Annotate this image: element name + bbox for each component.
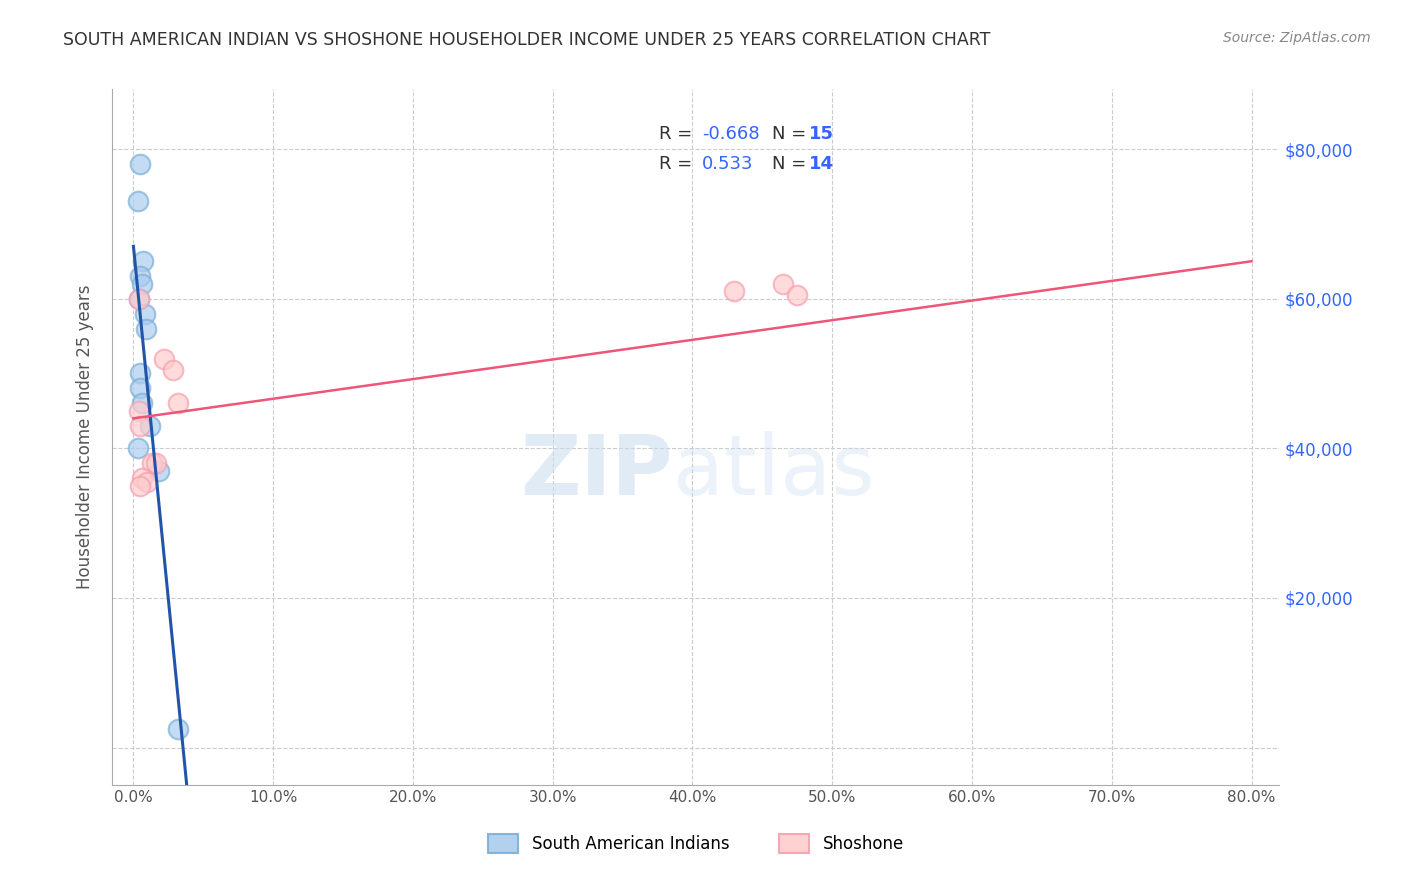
Point xyxy=(162,363,184,377)
Point xyxy=(141,456,163,470)
Point xyxy=(134,307,156,321)
Point xyxy=(128,292,150,306)
Point xyxy=(131,277,153,291)
Point xyxy=(153,351,176,366)
Point xyxy=(167,396,190,410)
Point xyxy=(132,254,155,268)
Point xyxy=(129,418,152,433)
Y-axis label: Householder Income Under 25 years: Householder Income Under 25 years xyxy=(76,285,94,590)
Text: R =: R = xyxy=(658,126,697,144)
Point xyxy=(135,321,157,335)
Point xyxy=(127,442,149,456)
Point xyxy=(167,722,190,736)
Text: 0.533: 0.533 xyxy=(702,155,754,173)
Point xyxy=(723,284,745,298)
Point xyxy=(129,381,152,395)
Point xyxy=(128,292,150,306)
Point xyxy=(772,277,794,291)
Text: R =: R = xyxy=(658,155,697,173)
Point xyxy=(131,396,153,410)
Text: N =: N = xyxy=(772,126,811,144)
Text: 15: 15 xyxy=(810,126,834,144)
Point xyxy=(139,418,162,433)
Text: SOUTH AMERICAN INDIAN VS SHOSHONE HOUSEHOLDER INCOME UNDER 25 YEARS CORRELATION : SOUTH AMERICAN INDIAN VS SHOSHONE HOUSEH… xyxy=(63,31,991,49)
Point xyxy=(129,479,152,493)
Text: atlas: atlas xyxy=(672,432,875,512)
Text: -0.668: -0.668 xyxy=(702,126,759,144)
Point xyxy=(131,471,153,485)
Point xyxy=(129,367,152,381)
Point xyxy=(127,194,149,209)
Point xyxy=(128,404,150,418)
Point xyxy=(148,464,170,478)
Point xyxy=(786,288,808,302)
Text: 14: 14 xyxy=(810,155,834,173)
Point xyxy=(145,456,167,470)
Legend: South American Indians, Shoshone: South American Indians, Shoshone xyxy=(481,828,911,860)
Text: ZIP: ZIP xyxy=(520,432,672,512)
Text: N =: N = xyxy=(772,155,811,173)
Point xyxy=(136,475,159,489)
Point xyxy=(129,157,152,171)
Text: Source: ZipAtlas.com: Source: ZipAtlas.com xyxy=(1223,31,1371,45)
Point xyxy=(129,269,152,284)
